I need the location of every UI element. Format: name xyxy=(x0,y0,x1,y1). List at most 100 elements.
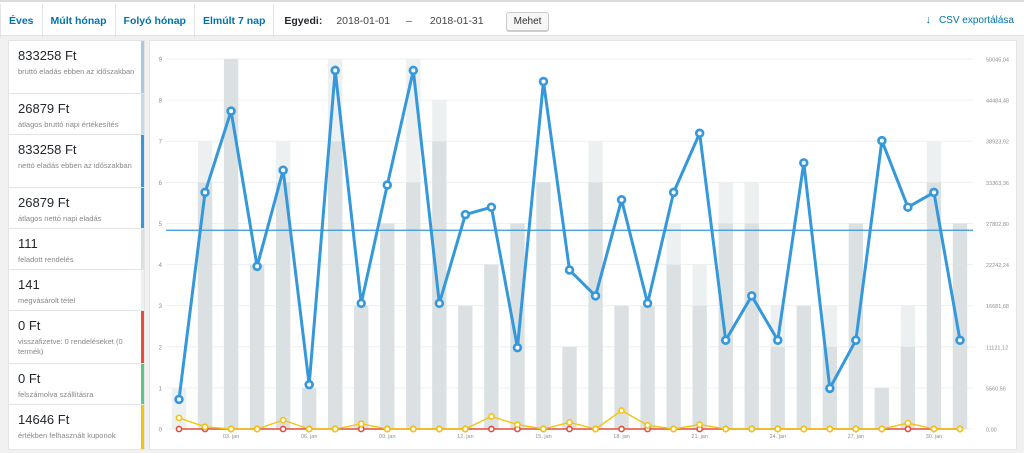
net-sales-point xyxy=(746,291,757,301)
bar-orders xyxy=(302,387,317,429)
stat-gross-sales[interactable]: 833258 Ft bruttó eladás ebben az időszak… xyxy=(9,41,144,94)
bar-orders xyxy=(588,182,603,429)
net-sales-point xyxy=(200,187,210,198)
y-right-tick-label: 38923,92 xyxy=(986,140,1009,146)
net-sales-point xyxy=(304,379,314,390)
stat-net-sales[interactable]: 833258 Ft nettó eladás ebben az időszakb… xyxy=(9,135,144,188)
stat-value: 14646 Ft xyxy=(18,412,70,427)
coupons-point xyxy=(956,425,964,433)
y-right-tick-label: 16681,68 xyxy=(986,304,1009,310)
coupons-point xyxy=(748,425,756,433)
stat-description: átlagos nettó napi eladás xyxy=(18,214,102,223)
net-sales-point xyxy=(538,76,549,87)
stat-value: 141 xyxy=(18,277,40,292)
x-tick-label: 12. jan xyxy=(457,434,474,440)
refunds-point xyxy=(566,425,573,433)
bar-orders xyxy=(328,141,343,429)
x-tick-label: 15. jan xyxy=(535,434,552,440)
bar-orders xyxy=(770,346,785,429)
y-left-tick-label: 2 xyxy=(159,345,163,351)
csv-export-link[interactable]: ↓ CSV exportálása xyxy=(925,14,1014,26)
bar-orders xyxy=(718,223,733,429)
net-sales-point xyxy=(877,135,887,146)
stat-color-bar xyxy=(141,41,144,93)
refunds-point xyxy=(488,425,495,433)
custom-range-label: Egyedi: xyxy=(284,15,323,27)
coupons-point xyxy=(644,421,651,429)
start-date-field[interactable]: 2018-01-01 xyxy=(336,15,391,27)
net-sales-point xyxy=(903,202,913,212)
bar-orders xyxy=(484,264,499,429)
x-tick-label: 09. jan xyxy=(379,434,396,440)
x-tick-label: 21. jan xyxy=(691,434,708,440)
tab-last-month[interactable]: Múlt hónap xyxy=(43,4,116,38)
coupons-point xyxy=(488,413,495,420)
net-sales-point xyxy=(929,187,939,198)
x-tick-label: 27. jan xyxy=(848,434,865,440)
csv-export-label: CSV exportálása xyxy=(938,14,1014,26)
bar-orders xyxy=(796,305,811,429)
coupons-point xyxy=(540,425,547,433)
bar-orders xyxy=(562,346,577,429)
refunds-point xyxy=(175,425,183,433)
stats-legend: 833258 Ft bruttó eladás ebben az időszak… xyxy=(8,40,145,450)
stat-orders-placed[interactable]: 111 feladott rendelés xyxy=(9,229,144,270)
go-button[interactable]: Mehet xyxy=(505,11,550,31)
x-tick-label: 24. jan xyxy=(770,434,787,440)
tab-yearly[interactable]: Éves xyxy=(0,4,43,38)
y-left-tick-label: 7 xyxy=(159,140,163,146)
stat-coupons[interactable]: 14646 Ft értékben felhasznált kuponok xyxy=(9,405,144,449)
stat-color-bar xyxy=(141,135,144,187)
chart-canvas: 0 1 2 3 4 5 6 7 8 9 0,00 5560,56 11121,12 16681,68 222… xyxy=(159,58,1009,441)
stat-shipping[interactable]: 0 Ft felszámolva szállításra xyxy=(9,364,144,405)
bar-orders xyxy=(458,305,473,429)
stat-color-bar xyxy=(141,270,144,310)
bar-orders xyxy=(536,182,551,429)
net-sales-point xyxy=(955,335,965,346)
coupons-point xyxy=(878,425,886,433)
y-right-tick-label: 5560,56 xyxy=(986,386,1006,392)
bar-orders xyxy=(744,223,759,429)
coupons-point xyxy=(852,425,860,433)
stat-value: 0 Ft xyxy=(18,318,41,333)
stat-value: 111 xyxy=(18,236,38,251)
bar-orders xyxy=(249,264,265,429)
coupons-point xyxy=(201,423,209,431)
bar-orders xyxy=(197,182,213,429)
bar-orders xyxy=(926,182,942,429)
stat-avg-net-daily[interactable]: 26879 Ft átlagos nettó napi eladás xyxy=(9,188,144,229)
stat-description: értékben felhasznált kuponok xyxy=(18,431,116,440)
tab-this-month[interactable]: Folyó hónap xyxy=(116,4,195,38)
bar-orders xyxy=(510,223,525,429)
stat-items-purchased[interactable]: 141 megvásárolt tétel xyxy=(9,270,144,311)
y-left-tick-label: 9 xyxy=(159,58,163,64)
stat-color-bar xyxy=(141,405,144,449)
net-sales-point xyxy=(356,298,366,309)
net-sales-point xyxy=(642,298,653,309)
bar-orders xyxy=(380,223,395,429)
refunds-point xyxy=(618,425,625,433)
stat-avg-gross-daily[interactable]: 26879 Ft átlagos bruttó napi értékesítés xyxy=(9,94,144,135)
stat-value: 26879 Ft xyxy=(18,195,70,210)
coupons-point xyxy=(566,418,573,426)
coupons-point xyxy=(227,425,235,433)
y-left-tick-label: 1 xyxy=(159,386,163,392)
refunds-point xyxy=(279,425,287,433)
coupons-point xyxy=(800,425,808,433)
stat-color-bar xyxy=(141,94,144,134)
download-arrow-icon: ↓ xyxy=(925,14,931,26)
period-tabs: Éves Múlt hónap Folyó hónap Elmúlt 7 nap… xyxy=(0,4,550,38)
bar-orders xyxy=(666,264,681,429)
coupons-point xyxy=(826,425,834,433)
stat-value: 833258 Ft xyxy=(18,142,77,157)
net-sales-point xyxy=(720,335,731,346)
tab-last-7-days[interactable]: Elmúlt 7 nap xyxy=(195,4,275,38)
y-right-tick-label: 22242,24 xyxy=(986,263,1009,269)
end-date-field[interactable]: 2018-01-31 xyxy=(429,15,484,27)
stat-description: bruttó eladás ebben az időszakban xyxy=(18,67,135,76)
bar-orders xyxy=(432,141,447,429)
bar-orders xyxy=(640,305,655,429)
net-sales-point xyxy=(590,291,601,301)
report-toolbar: Éves Múlt hónap Folyó hónap Elmúlt 7 nap… xyxy=(0,0,1024,38)
stat-refunds[interactable]: 0 Ft visszafizetve: 0 rendeléseket (0 te… xyxy=(9,311,144,364)
